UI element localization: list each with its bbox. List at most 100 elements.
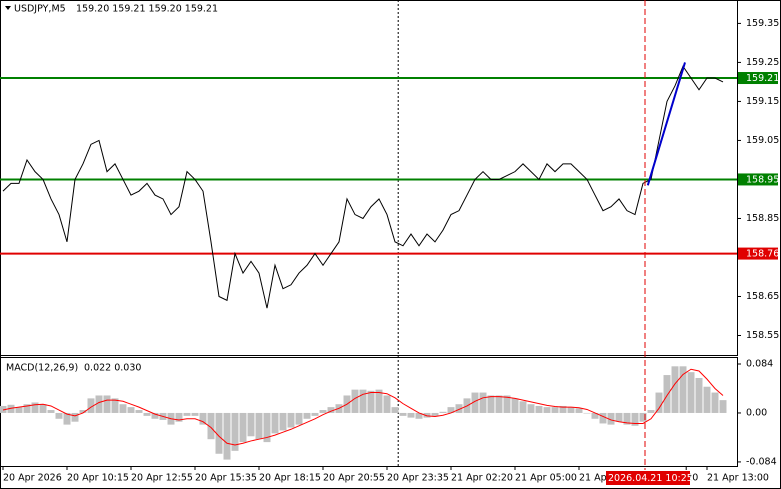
histogram-bar [359, 389, 367, 413]
histogram-bar [639, 412, 647, 422]
histogram-bar [39, 404, 47, 413]
histogram-bar [79, 410, 87, 413]
x-tick-label: 21 Apr 05:00 [515, 473, 577, 484]
y-tick-label: 159.35 [746, 18, 779, 29]
y-tick-label: -0.084 [746, 456, 777, 467]
histogram-bar [279, 412, 287, 431]
x-tick-label: 20 Apr 2026 [3, 473, 62, 484]
histogram-bar [447, 407, 455, 413]
y-tick-label: 158.85 [746, 213, 779, 224]
y-tick-label: 159.05 [746, 135, 779, 146]
histogram-bar [399, 412, 407, 416]
histogram-bar [695, 377, 703, 413]
histogram-bar [175, 412, 183, 422]
histogram-bar [135, 410, 143, 413]
histogram-bar [247, 412, 255, 437]
x-tick-label: 20 Apr 18:15 [259, 473, 321, 484]
macd-title: MACD(12,26,9) [6, 363, 78, 374]
histogram-bar [311, 412, 319, 416]
y-tick-label: 158.55 [746, 330, 779, 341]
histogram-bar [239, 412, 247, 443]
histogram-bar [679, 366, 687, 413]
histogram-bar [479, 392, 487, 413]
histogram-bar [127, 407, 135, 413]
x-tick-label: 20 Apr 20:55 [323, 473, 385, 484]
histogram-bar [503, 395, 511, 413]
histogram-bar [191, 412, 199, 416]
histogram-bar [719, 400, 727, 413]
histogram-bar [23, 404, 31, 413]
trend-line [646, 62, 686, 186]
macd-header-values: 0.022 0.030 [84, 363, 141, 374]
histogram-bar [583, 412, 591, 414]
histogram-bar [119, 404, 127, 413]
histogram-bar [591, 412, 599, 419]
histogram-bar [367, 390, 375, 413]
y-tick-label: 0.084 [746, 358, 773, 369]
level-label: 158.95 [746, 174, 779, 185]
x-tick-label: 20 [686, 473, 698, 484]
histogram-bar [55, 412, 63, 419]
x-tick-label: 20 Apr 23:35 [387, 473, 449, 484]
histogram-bar [495, 395, 503, 413]
histogram-bar [271, 412, 279, 434]
histogram-bar [215, 412, 223, 454]
histogram-bar [687, 372, 695, 413]
histogram-bar [671, 366, 679, 413]
x-tick-label: 21 Apr [579, 473, 611, 484]
histogram-bar [407, 412, 415, 418]
histogram-bar [415, 412, 423, 419]
histogram-bar [103, 395, 111, 413]
histogram-bar [375, 389, 383, 413]
histogram-bar [183, 412, 191, 416]
histogram-bar [47, 410, 55, 413]
histogram-bar [663, 375, 671, 413]
level-label: 158.76 [746, 249, 779, 260]
histogram-bar [455, 404, 463, 413]
x-tick-label: 20 Apr 10:15 [67, 473, 129, 484]
histogram-bar [391, 407, 399, 413]
histogram-bar [95, 395, 103, 413]
histogram-bar [535, 405, 543, 413]
histogram-bar [255, 412, 263, 440]
y-tick-label: 158.65 [746, 291, 779, 302]
histogram-bar [199, 412, 207, 425]
histogram-bar [511, 398, 519, 413]
histogram-bar [615, 412, 623, 422]
histogram-bar [7, 404, 15, 413]
menu-icon [5, 6, 11, 10]
histogram-bar [519, 401, 527, 413]
price-panel [0, 0, 738, 356]
histogram-bar [567, 407, 575, 413]
histogram-bar [551, 407, 559, 413]
cursor-label: 2026.04.21 10:25 [608, 473, 693, 484]
histogram-bar [0, 405, 7, 413]
histogram-bar [143, 412, 151, 416]
histogram-bar [207, 412, 215, 440]
histogram-bar [223, 412, 231, 460]
histogram-bar [63, 412, 71, 425]
histogram-bar [439, 411, 447, 413]
histogram-bar [71, 412, 79, 422]
histogram-bar [607, 412, 615, 425]
histogram-bar [231, 412, 239, 451]
x-tick-label: 20 Apr 12:55 [131, 473, 193, 484]
cursor-box [606, 471, 690, 485]
histogram-bar [655, 392, 663, 413]
histogram-bar [703, 386, 711, 413]
histogram-bar [31, 402, 39, 413]
histogram-bar [111, 398, 119, 413]
histogram-bar [599, 412, 607, 424]
histogram-bar [303, 412, 311, 419]
level-box [738, 72, 778, 85]
level-label: 159.21 [746, 73, 779, 84]
y-tick-label: 159.25 [746, 57, 779, 68]
y-tick-label: 0.00 [746, 407, 767, 418]
histogram-bar [287, 412, 295, 428]
histogram-bar [559, 405, 567, 413]
histogram-bar [527, 404, 535, 413]
histogram-bar [327, 407, 335, 413]
y-tick-label: 159.15 [746, 96, 779, 107]
x-tick-label: 20 Apr 15:35 [195, 473, 257, 484]
